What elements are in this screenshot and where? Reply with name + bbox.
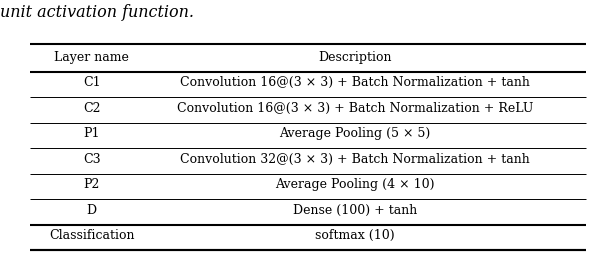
Text: Average Pooling (5 × 5): Average Pooling (5 × 5)	[279, 127, 431, 140]
Text: Classification: Classification	[49, 229, 134, 242]
Text: Convolution 16@(3 × 3) + Batch Normalization + ReLU: Convolution 16@(3 × 3) + Batch Normaliza…	[177, 102, 533, 115]
Text: C2: C2	[83, 102, 101, 115]
Text: D: D	[86, 204, 97, 216]
Text: C1: C1	[83, 76, 101, 89]
Text: C3: C3	[83, 152, 101, 166]
Text: softmax (10): softmax (10)	[316, 229, 395, 242]
Text: Convolution 32@(3 × 3) + Batch Normalization + tanh: Convolution 32@(3 × 3) + Batch Normaliza…	[181, 152, 530, 166]
Text: P2: P2	[83, 178, 100, 191]
Text: Layer name: Layer name	[54, 51, 129, 64]
Text: P1: P1	[83, 127, 100, 140]
Text: unit activation function.: unit activation function.	[0, 4, 194, 21]
Text: Description: Description	[318, 51, 392, 64]
Text: Dense (100) + tanh: Dense (100) + tanh	[293, 204, 417, 216]
Text: Average Pooling (4 × 10): Average Pooling (4 × 10)	[275, 178, 435, 191]
Text: Convolution 16@(3 × 3) + Batch Normalization + tanh: Convolution 16@(3 × 3) + Batch Normaliza…	[180, 76, 530, 89]
